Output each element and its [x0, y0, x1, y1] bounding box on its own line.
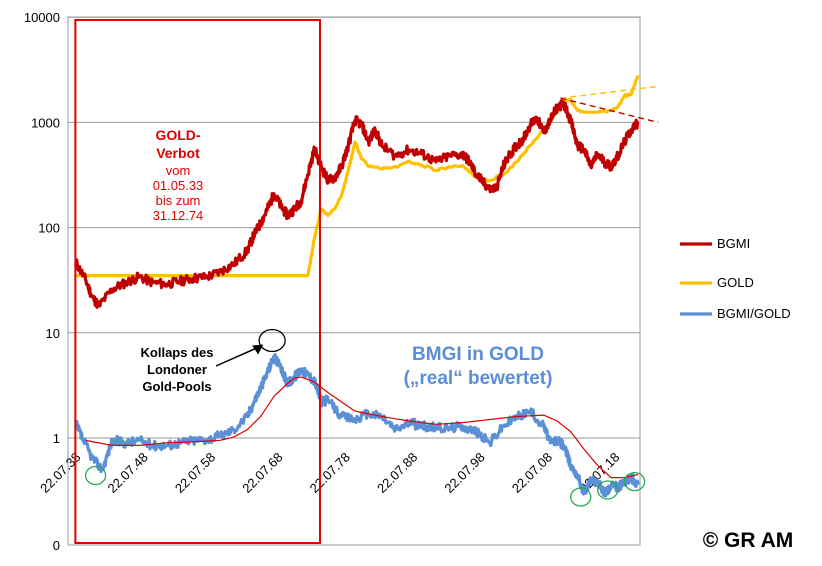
legend-label: BGMI — [717, 236, 750, 251]
y-tick-label: 10 — [46, 326, 60, 341]
trend-line-2 — [560, 97, 659, 124]
gold-pool-arrow-head — [252, 344, 264, 355]
legend-label: GOLD — [717, 275, 754, 290]
low-marker-circle — [623, 471, 646, 492]
x-tick-label: 22.07.48 — [104, 450, 150, 496]
gold-pool-marker-circle — [258, 328, 286, 353]
series-bgmi-line — [74, 99, 640, 309]
gold-ban-text: 01.05.33 — [153, 178, 204, 193]
legend-label: BGMI/GOLD — [717, 306, 791, 321]
low-marker-circle — [84, 465, 107, 486]
x-tick-label: 22.07.38 — [37, 450, 83, 496]
y-tick-label: 100 — [38, 221, 60, 236]
gold-pool-arrow — [215, 345, 261, 367]
series-moving-average-line — [85, 376, 639, 479]
gold-pool-collapse-text: Gold-Pools — [142, 379, 211, 394]
gold-ban-text: GOLD- — [155, 127, 200, 143]
gold-ban-text: Verbot — [156, 145, 200, 161]
y-tick-label: 10000 — [24, 10, 60, 25]
x-tick-label: 22.07.88 — [374, 450, 420, 496]
series-gold-line — [75, 74, 640, 278]
gold-pool-collapse-text: Londoner — [147, 362, 207, 377]
low-marker-circle — [570, 487, 592, 507]
trend-line-1 — [560, 85, 659, 99]
x-tick-label: 22.07.68 — [239, 450, 285, 496]
grid — [67, 16, 641, 546]
y-tick-label: 1 — [53, 431, 60, 446]
series-bgmi-gold-line — [74, 352, 640, 498]
x-tick-label: 22.07.98 — [441, 450, 487, 496]
legend: BGMI GOLD BGMI/GOLD — [680, 236, 791, 321]
series-layer — [74, 74, 659, 498]
x-axis: 22.07.38 22.07.48 22.07.58 22.07.68 22.07.78… — [37, 450, 622, 496]
low-marker-circle — [597, 480, 619, 500]
gold-ban-text: 31.12.74 — [153, 208, 204, 223]
copyright-text: © GR AM — [703, 529, 794, 552]
x-tick-label: 22.07.08 — [509, 450, 555, 496]
gold-ban-box — [74, 19, 321, 544]
gold-pool-collapse-text: Kollaps des — [141, 345, 214, 360]
x-tick-label: 22.07.58 — [172, 450, 218, 496]
bmgi-in-gold-label: BMGI in GOLD — [412, 344, 544, 365]
x-tick-label: 22.07.78 — [307, 450, 353, 496]
gold-ban-text: vom — [166, 163, 191, 178]
y-tick-label: 1000 — [31, 115, 60, 130]
bmgi-in-gold-sublabel: („real“ bewertet) — [404, 368, 553, 389]
y-tick-label: 0 — [53, 538, 60, 553]
gold-ban-text: bis zum — [156, 193, 201, 208]
